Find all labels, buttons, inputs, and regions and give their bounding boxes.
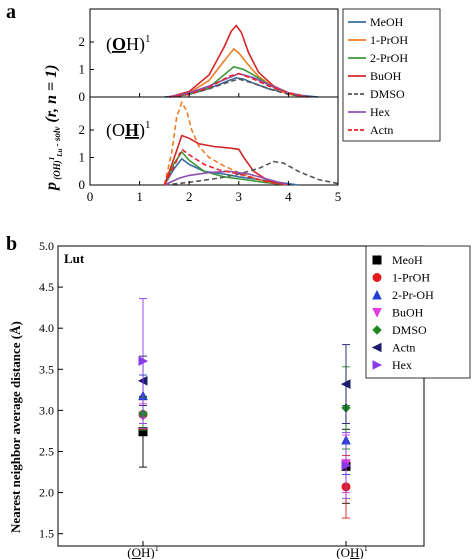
panel-a-top-ytick-label: 2 [79, 34, 86, 49]
panel-b-label: b [6, 233, 17, 255]
legend-a-label-meoh: MeOH [370, 15, 404, 29]
legend-b-marker-buoh [372, 308, 382, 318]
panel-a-bottom-xtick-label: 1 [136, 189, 143, 204]
legend-b-marker-2-pr-oh [372, 289, 382, 300]
panel-b-ytick-label: 3.0 [39, 403, 54, 417]
panel-a-bottom-line-hex [164, 170, 289, 186]
legend-b-label-1-proh: 1-PrOH [392, 271, 430, 285]
legend-b-label-buoh: BuOH [392, 306, 424, 320]
panel-a-bottom-plot: 0 1 2 0 1 2 3 4 5 [79, 96, 342, 204]
legend-a-label-2-proh: 2-PrOH [370, 51, 408, 65]
panel-a-legend: MeOH 1-PrOH 2-PrOH BuOH DMSO Hex Actn [342, 8, 441, 142]
panel-b-ytick-label: 5.0 [39, 239, 54, 253]
panel-b-plot: 1.5 2.0 2.5 3.0 3.5 4.0 4.5 5.0 [39, 239, 425, 547]
panel-a-bottom-xtick-label: 4 [285, 189, 292, 204]
panel-b-xtick-oh-o: (OH)1 [127, 544, 158, 559]
panel-a-bottom-ytick-label: 0 [79, 177, 86, 192]
panel-b-ytick-label: 1.5 [39, 527, 54, 541]
legend-a-label-dmso: DMSO [370, 87, 405, 101]
panel-a-bottom-frame [89, 96, 339, 186]
legend-b-marker-actn [371, 342, 382, 353]
panel-b-ytick-label: 2.0 [39, 486, 54, 500]
panel-b-legend: MeoH 1-PrOH 2-Pr-OH BuOH DMSO Actn Hex [365, 245, 471, 379]
panel-a-top-ytick-label: 0 [79, 89, 86, 104]
legend-b-label-hex: Hex [392, 358, 412, 372]
point-actn [340, 379, 351, 389]
panel-a-top-annotation: (OH)1 [106, 33, 151, 55]
legend-b-label-meoh: MeoH [392, 253, 423, 267]
panel-a-ylabel: p (OH)1Lu - solv (r, n = 1) [43, 65, 64, 192]
panel-a-bottom-xtick-label: 5 [335, 189, 342, 204]
legend-b-label-2-pr-oh: 2-Pr-OH [392, 288, 434, 302]
point-hex [341, 460, 352, 471]
panel-b-ytick-label: 4.5 [39, 280, 54, 294]
panel-b-ylabel: Nearest neighbor average distance (Å) [8, 321, 23, 533]
panel-a-top-line-actn [169, 72, 309, 98]
panel-a-bottom-xtick-label: 0 [87, 189, 94, 204]
point-hex [138, 356, 149, 366]
panel-b-ytick-label: 4.0 [39, 321, 54, 335]
panel-a-bottom-ytick-label: 2 [79, 122, 86, 137]
legend-b-marker-hex [372, 360, 383, 370]
legend-b-marker-meoh [372, 255, 382, 265]
panel-a-bottom-line-actn [163, 148, 289, 186]
legend-b-label-dmso: DMSO [392, 323, 427, 337]
panel-b-legend-box [365, 245, 471, 379]
panel-b-ytick-label: 3.5 [39, 362, 54, 376]
panel-a-bottom-ytick-label: 1 [79, 150, 86, 165]
legend-b-marker-1-proh [372, 273, 382, 282]
panel-b-xtick-oh-h: (OH)1 [336, 544, 367, 559]
panel-a-top-plot: 0 1 2 [79, 8, 339, 104]
legend-a-label-buoh: BuOH [370, 69, 402, 83]
panel-a-bottom-xtick-label: 3 [236, 189, 243, 204]
panel-a-top-ytick-label: 1 [79, 62, 86, 77]
panel-b-ytick-label: 2.5 [39, 444, 54, 458]
legend-b-label-actn: Actn [392, 341, 415, 355]
panel-a-bottom-line-buoh [163, 134, 289, 186]
panel-a-bottom-line-1-proh [163, 100, 289, 186]
panel-a-bottom-annotation: (OH)1 [106, 119, 151, 141]
panel-a-bottom-line-dmso [164, 160, 339, 186]
legend-a-label-hex: Hex [370, 105, 390, 119]
panel-a-top-line-buoh [169, 24, 309, 98]
panel-a-legend-box [342, 8, 441, 142]
panel-a-bottom-xtick-label: 2 [186, 189, 193, 204]
legend-b-marker-dmso [372, 325, 382, 335]
legend-a-label-actn: Actn [370, 123, 393, 137]
panel-a-label: a [6, 1, 16, 23]
legend-a-label-1-proh: 1-PrOH [370, 33, 408, 47]
panel-b-frame [57, 245, 425, 547]
panel-b-annotation: Lut [64, 251, 85, 266]
